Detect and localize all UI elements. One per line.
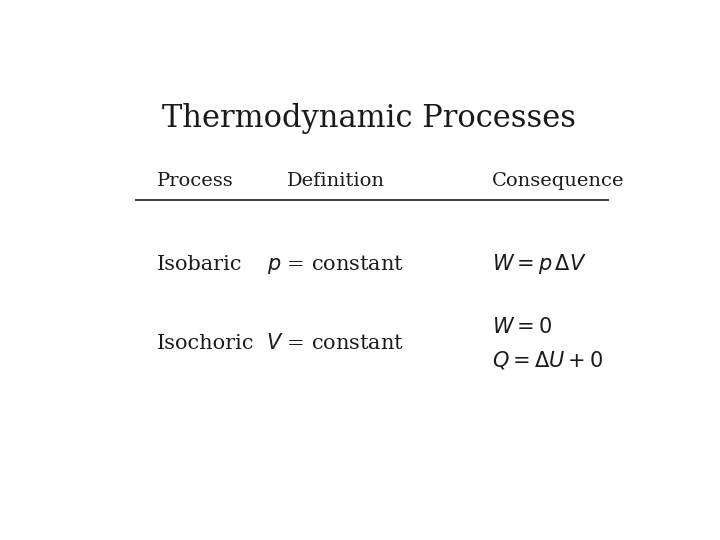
Text: Thermodynamic Processes: Thermodynamic Processes	[162, 103, 576, 134]
Text: $W = p\,\Delta V$: $W = p\,\Delta V$	[492, 252, 587, 276]
Text: Consequence: Consequence	[492, 172, 624, 190]
Text: $Q = \Delta U + 0$: $Q = \Delta U + 0$	[492, 349, 603, 371]
Text: $W = 0$: $W = 0$	[492, 317, 552, 337]
Text: $p$ = constant: $p$ = constant	[267, 253, 404, 276]
Text: Isobaric: Isobaric	[157, 255, 243, 274]
Text: Definition: Definition	[287, 172, 384, 190]
Text: Process: Process	[157, 172, 234, 190]
Text: Isochoric: Isochoric	[157, 334, 254, 353]
Text: $V$ = constant: $V$ = constant	[266, 333, 405, 353]
